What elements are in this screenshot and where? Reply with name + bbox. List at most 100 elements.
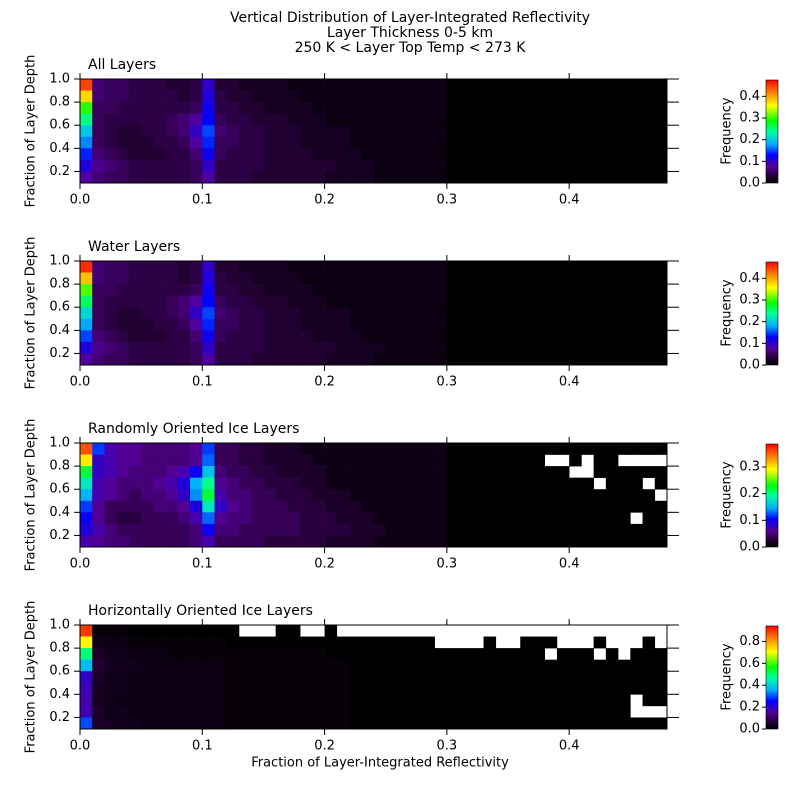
- heatmap-cell: [434, 159, 448, 172]
- heatmap-cell: [116, 512, 130, 525]
- heatmap-cell: [361, 171, 374, 184]
- heatmap-cell: [459, 353, 472, 366]
- heatmap-cell: [165, 113, 179, 126]
- heatmap-cell: [422, 454, 435, 467]
- heatmap-cell: [324, 671, 338, 684]
- heatmap-cell: [434, 535, 448, 548]
- heatmap-cell: [556, 341, 570, 354]
- heatmap-cell: [422, 307, 435, 320]
- heatmap-cell: [373, 535, 387, 548]
- heatmap-cell: [312, 512, 325, 525]
- heatmap-cell: [569, 671, 582, 684]
- heatmap-cell: [251, 636, 264, 649]
- heatmap-cell: [605, 705, 619, 718]
- heatmap-cell: [434, 682, 448, 695]
- heatmap-cell: [214, 284, 228, 296]
- heatmap-cell: [190, 90, 203, 103]
- heatmap-cell: [300, 705, 313, 718]
- heatmap-cell: [263, 341, 276, 354]
- heatmap-cell: [324, 261, 338, 273]
- colorbar-tick-label: 0.1: [739, 154, 760, 169]
- heatmap-cell: [373, 330, 387, 343]
- heatmap-cell: [80, 148, 93, 161]
- heatmap-cell: [92, 625, 105, 637]
- heatmap-cell: [128, 125, 142, 138]
- heatmap-cell: [593, 659, 607, 672]
- heatmap-cell: [581, 535, 594, 548]
- heatmap-cell: [483, 295, 497, 308]
- heatmap-cell: [495, 159, 509, 172]
- heatmap-cell: [593, 307, 607, 320]
- heatmap-cell: [373, 284, 387, 296]
- heatmap-cell: [312, 523, 325, 536]
- heatmap-cell: [397, 466, 411, 478]
- heatmap-cell: [544, 443, 558, 455]
- heatmap-cell: [361, 659, 374, 672]
- heatmap-cell: [251, 341, 264, 354]
- heatmap-cell: [654, 717, 668, 730]
- heatmap-cell: [508, 535, 521, 548]
- heatmap-cell: [556, 136, 570, 149]
- heatmap-cell: [520, 159, 533, 172]
- heatmap-cell: [300, 113, 313, 126]
- heatmap-cell: [116, 636, 130, 649]
- heatmap-cell: [190, 454, 203, 467]
- heatmap-cell: [508, 523, 521, 536]
- heatmap-cell: [80, 341, 93, 354]
- heatmap-cell: [361, 443, 374, 455]
- heatmap-cell: [508, 443, 521, 455]
- heatmap-cell: [226, 500, 240, 513]
- heatmap-cell: [251, 102, 264, 114]
- heatmap-cell: [128, 148, 142, 161]
- y-axis-label: Fraction of Layer Depth: [24, 601, 39, 754]
- y-tick-label: 0.4: [49, 687, 70, 702]
- heatmap-cell: [190, 79, 203, 91]
- heatmap-cell: [397, 330, 411, 343]
- heatmap-cell: [618, 136, 631, 149]
- heatmap-cell: [92, 90, 105, 103]
- heatmap-cell: [238, 159, 252, 172]
- heatmap-cell: [422, 671, 435, 684]
- heatmap-cell: [324, 113, 338, 126]
- heatmap-cell: [593, 353, 607, 366]
- heatmap-cell: [92, 682, 105, 695]
- heatmap-cell: [80, 90, 93, 103]
- heatmap-cell: [483, 148, 497, 161]
- heatmap-cell: [532, 454, 546, 467]
- heatmap-cell: [336, 284, 350, 296]
- colorbar-tick-label: 0.3: [739, 111, 760, 126]
- heatmap-cell: [581, 682, 594, 695]
- heatmap-cell: [483, 682, 497, 695]
- heatmap-cell: [446, 307, 460, 320]
- heatmap-cell: [630, 717, 643, 730]
- y-tick-label: 0.6: [49, 482, 70, 497]
- heatmap-cell: [361, 705, 374, 718]
- heatmap-cell: [238, 705, 252, 718]
- heatmap-cell: [581, 694, 594, 707]
- heatmap-cell: [116, 705, 130, 718]
- heatmap-cell: [177, 454, 191, 467]
- heatmap-cell: [336, 90, 350, 103]
- heatmap-cell: [410, 284, 423, 296]
- heatmap-cell: [605, 523, 619, 536]
- heatmap-cell: [336, 535, 350, 548]
- heatmap-cell: [238, 79, 252, 91]
- heatmap-cell: [495, 341, 509, 354]
- heatmap-cell: [618, 512, 631, 525]
- heatmap-cell: [104, 353, 117, 366]
- heatmap-cell: [593, 148, 607, 161]
- heatmap-cell: [385, 489, 399, 502]
- heatmap-cell: [361, 341, 374, 354]
- heatmap-cell: [618, 717, 631, 730]
- heatmap-cell: [275, 159, 289, 172]
- heatmap-cell: [153, 353, 166, 366]
- heatmap-cell: [190, 535, 203, 548]
- heatmap-cell: [618, 148, 631, 161]
- heatmap-cell: [190, 125, 203, 138]
- heatmap-cell: [128, 454, 142, 467]
- heatmap-cell: [446, 79, 460, 91]
- heatmap-cell: [520, 523, 533, 536]
- heatmap-cell: [544, 477, 558, 490]
- heatmap-cell: [397, 102, 411, 114]
- heatmap-cell: [385, 171, 399, 184]
